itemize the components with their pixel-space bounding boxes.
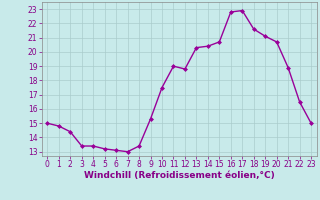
X-axis label: Windchill (Refroidissement éolien,°C): Windchill (Refroidissement éolien,°C) (84, 171, 275, 180)
